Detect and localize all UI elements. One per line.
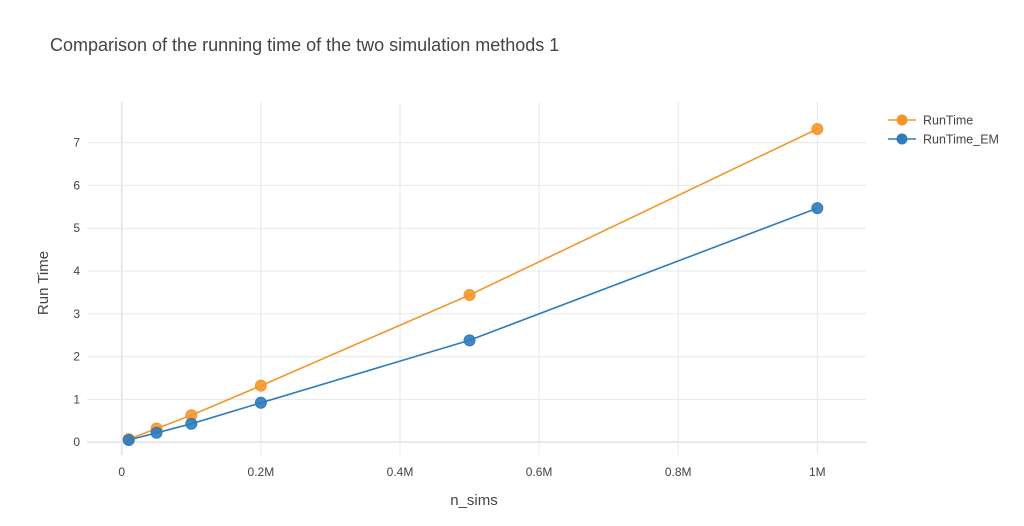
x-tick-label: 0.6M [526,465,553,479]
legend-item-runtime[interactable]: RunTime [888,114,973,128]
series-line [128,128,818,440]
x-tick-label: 0.2M [248,465,275,479]
data-point[interactable] [811,202,824,215]
y-tick-label: 0 [73,435,80,449]
x-tick-label: 0.4M [387,465,414,479]
legend-label: RunTime_EM [923,133,999,147]
data-point[interactable] [122,434,135,447]
y-tick-label: 2 [73,350,80,364]
y-tick-label: 7 [73,136,80,150]
y-tick-label: 5 [73,221,80,235]
tick-labels: 0 0.2M 0.4M 0.6M 0.8M 1M 0 1 2 3 4 5 6 7 [73,136,825,479]
x-axis-title: n_sims [450,492,498,509]
series-runtime [122,122,824,446]
data-point[interactable] [463,334,476,347]
x-tick-label: 0.8M [665,465,692,479]
data-point[interactable] [254,396,267,409]
series-line [128,207,818,441]
data-point[interactable] [150,426,163,439]
data-point[interactable] [185,417,198,430]
x-tick-label: 1M [809,465,826,479]
x-tick-label: 0 [118,465,125,479]
data-point[interactable] [254,379,267,392]
grid [87,102,866,455]
y-tick-label: 1 [73,392,80,406]
y-axis-title: Run Time [35,251,52,315]
legend-marker [896,133,908,145]
legend[interactable]: RunTime RunTime_EM [888,114,999,147]
plot-area [122,122,824,447]
y-tick-label: 4 [73,264,80,278]
legend-item-runtime-em[interactable]: RunTime_EM [888,133,999,147]
chart-title: Comparison of the running time of the tw… [50,35,559,55]
y-tick-label: 6 [73,178,80,192]
legend-marker [896,114,908,126]
legend-label: RunTime [923,114,973,128]
series-runtime-em [122,202,824,447]
y-tick-label: 3 [73,307,80,321]
data-point[interactable] [811,122,824,135]
data-point[interactable] [463,288,476,301]
